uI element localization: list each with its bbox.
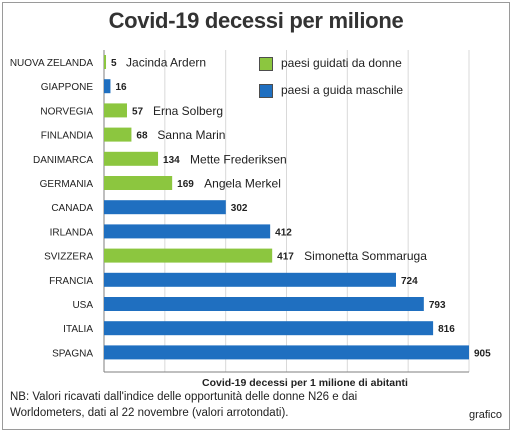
source-credit: grafico	[468, 409, 502, 421]
footnote: NB: Valori ricavati dall'indice delle op…	[10, 391, 358, 419]
bar	[104, 272, 396, 287]
data-label: 793	[429, 300, 446, 311]
data-label: 169	[177, 179, 194, 190]
chart-title: Covid-19 decessi per milione	[108, 8, 404, 33]
data-label: 412	[275, 227, 292, 238]
category-label: FRANCIA	[49, 276, 93, 287]
bar	[104, 127, 132, 142]
category-label: FINLANDIA	[41, 131, 94, 142]
bar	[104, 224, 271, 239]
data-label: 57	[132, 106, 144, 117]
bar	[104, 321, 434, 336]
category-label: NUOVA ZELANDA	[10, 58, 93, 69]
leader-name-label: Erna Solberg	[153, 104, 223, 118]
leader-name-label: Mette Frederiksen	[190, 152, 287, 166]
legend-swatch-woman-led	[259, 57, 273, 71]
data-label: 134	[163, 155, 180, 166]
category-label: DANIMARCA	[33, 155, 93, 166]
leader-name-label: Simonetta Sommaruga	[304, 249, 427, 263]
bar	[104, 79, 111, 94]
leader-name-label: Sanna Marin	[157, 128, 225, 142]
category-label: USA	[72, 300, 93, 311]
data-label: 16	[115, 82, 127, 93]
bar	[104, 55, 107, 69]
bar	[104, 297, 424, 311]
legend-swatch-man-led	[259, 84, 273, 98]
category-label: SPAGNA	[52, 348, 93, 359]
category-label: ITALIA	[63, 324, 93, 335]
data-label: 905	[474, 348, 491, 359]
data-label: 302	[231, 203, 248, 214]
data-label: 68	[136, 131, 148, 142]
bar	[104, 200, 226, 215]
category-label: CANADA	[51, 203, 93, 214]
bar	[104, 248, 273, 263]
category-label: SVIZZERA	[44, 252, 93, 263]
category-label: GIAPPONE	[41, 82, 94, 93]
leader-name-label: Jacinda Ardern	[126, 56, 206, 70]
data-label: 816	[438, 324, 455, 335]
data-label: 417	[277, 252, 294, 263]
legend-label-woman-led: paesi guidati da donne	[281, 56, 402, 70]
bar	[104, 176, 173, 190]
x-axis-title: Covid-19 decessi per 1 milione di abitan…	[202, 377, 408, 389]
category-label: NORVEGIA	[40, 106, 93, 117]
category-label: GERMANIA	[40, 179, 94, 190]
bar	[104, 151, 159, 166]
bar	[104, 345, 469, 360]
data-label: 5	[111, 58, 117, 69]
legend-label-man-led: paesi a guida maschile	[281, 83, 404, 97]
data-label: 724	[401, 276, 418, 287]
leader-name-label: Angela Merkel	[204, 177, 281, 191]
bar	[104, 103, 127, 118]
category-label: IRLANDA	[50, 227, 94, 238]
